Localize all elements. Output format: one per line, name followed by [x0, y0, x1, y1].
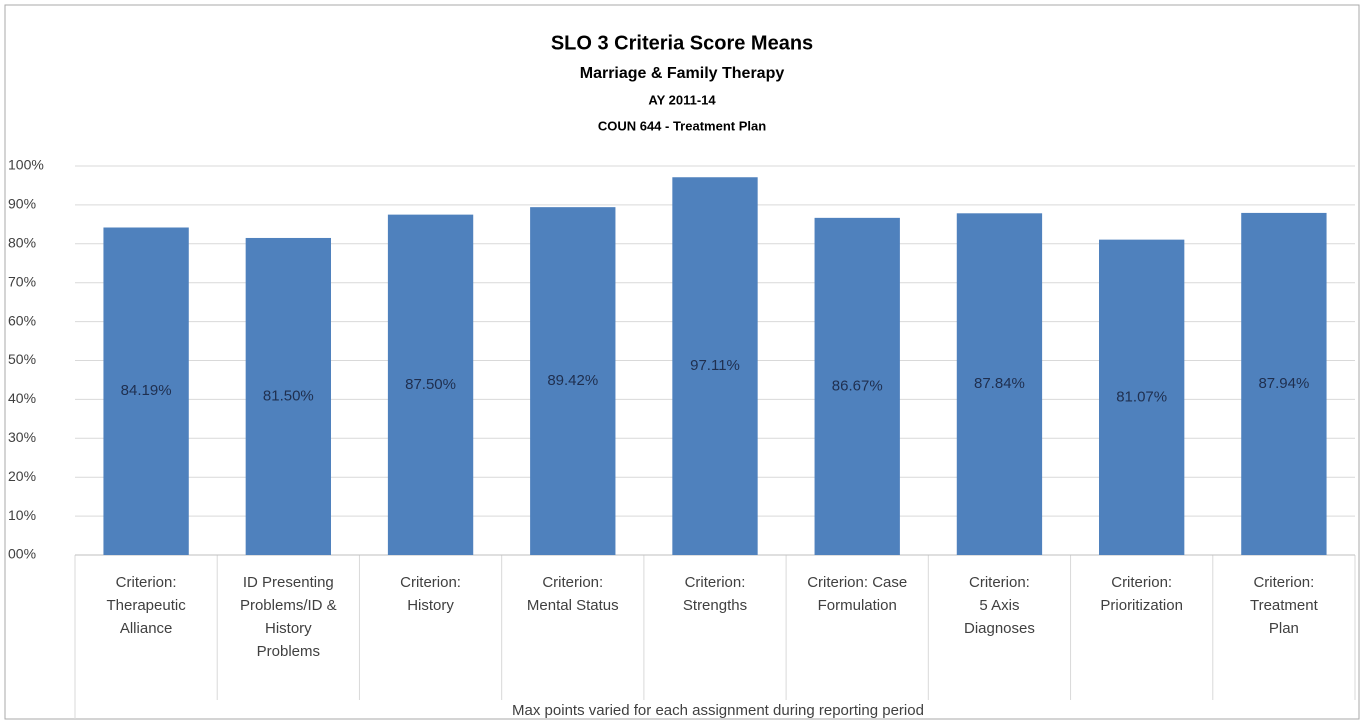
data-label: 97.11%	[690, 357, 740, 374]
bar	[245, 237, 331, 555]
data-label: 89.42%	[547, 372, 598, 389]
x-axis-label: Max points varied for each assignment du…	[512, 702, 924, 719]
chart-subtitle: AY 2011-14	[648, 92, 716, 107]
x-tick-label: Criterion: History	[400, 574, 461, 614]
y-tick-label: 60%	[8, 312, 36, 328]
x-tick-label: Criterion: Strengths	[683, 574, 747, 614]
chart-title: SLO 3 Criteria Score Means	[551, 32, 813, 54]
data-label: 81.07%	[1116, 388, 1167, 405]
x-tick-label: Criterion: Treatment Plan	[1250, 574, 1319, 637]
bar	[956, 213, 1043, 555]
y-tick-label: 30%	[8, 429, 36, 445]
y-tick-label: 80%	[8, 235, 36, 251]
chart-subtitle: Marriage & Family Therapy	[580, 65, 785, 82]
x-tick-label: Criterion: Case Formulation	[807, 574, 907, 614]
x-tick-label: Criterion: 5 Axis Diagnoses	[964, 574, 1035, 637]
bar	[672, 177, 758, 555]
y-tick-label: 70%	[8, 273, 36, 289]
y-tick-label: 00%	[8, 546, 36, 562]
x-tick-label: Criterion: Prioritization	[1100, 574, 1183, 614]
y-tick-label: 10%	[8, 507, 36, 523]
data-label: 86.67%	[832, 377, 883, 394]
bar	[530, 207, 616, 556]
data-label: 87.84%	[974, 375, 1025, 392]
x-tick-label: Criterion: Mental Status	[527, 574, 619, 614]
data-label: 87.94%	[1258, 375, 1309, 392]
bar	[814, 217, 900, 555]
data-label: 87.50%	[405, 376, 456, 393]
y-tick-label: 40%	[8, 390, 36, 406]
x-tick-label: Criterion: Therapeutic Alliance	[107, 574, 187, 637]
bar	[1241, 212, 1327, 556]
bar	[103, 227, 189, 555]
chart-subtitle: COUN 644 - Treatment Plan	[598, 118, 766, 133]
bar	[387, 214, 474, 555]
data-label: 81.50%	[263, 387, 314, 404]
x-tick-label: ID Presenting Problems/ID & History Problem…	[240, 574, 337, 660]
y-tick-label: 50%	[8, 351, 36, 367]
y-tick-label: 100%	[8, 157, 44, 173]
bar	[1099, 239, 1185, 555]
data-label: 84.19%	[121, 382, 172, 399]
y-tick-label: 90%	[8, 196, 36, 212]
y-tick-label: 20%	[8, 468, 36, 484]
